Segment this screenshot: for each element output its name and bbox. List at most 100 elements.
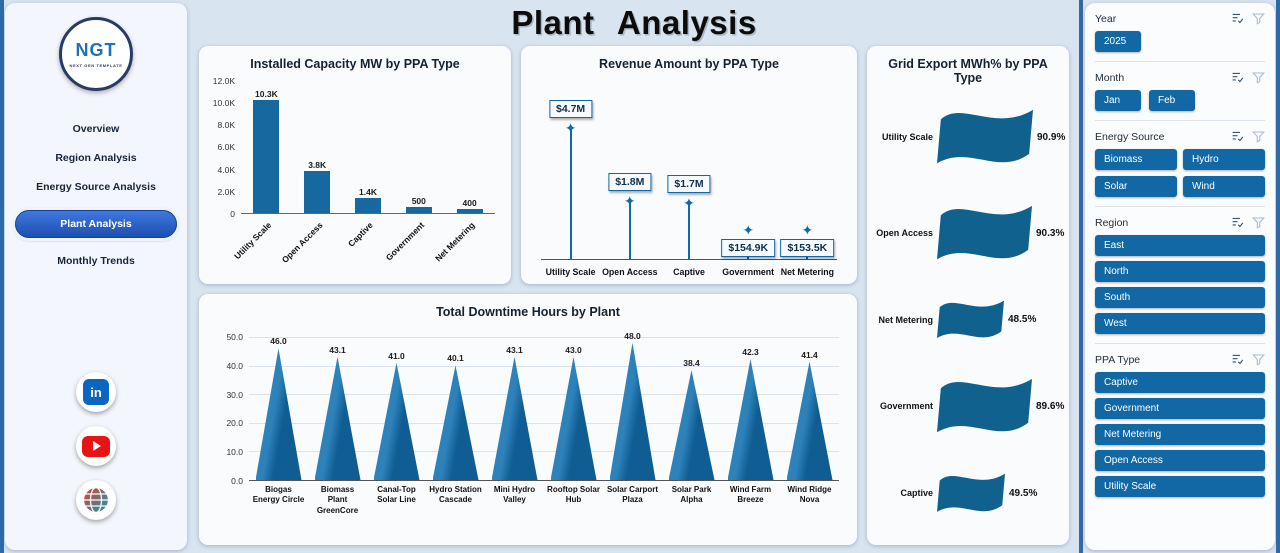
filter-option-hydro[interactable]: Hydro xyxy=(1183,149,1265,170)
clear-selections-icon[interactable] xyxy=(1231,216,1244,229)
x-tick-label: Solar Park Alpha xyxy=(671,485,712,505)
bar-government[interactable] xyxy=(405,207,432,213)
clear-selections-icon[interactable] xyxy=(1231,12,1244,25)
triangle-slot: 46.0 xyxy=(249,336,308,480)
filter-option-open-access[interactable]: Open Access xyxy=(1095,450,1265,471)
filter-option-captive[interactable]: Captive xyxy=(1095,372,1265,393)
filter-option-biomass[interactable]: Biomass xyxy=(1095,149,1177,170)
star-marker-icon: ✦ xyxy=(683,194,695,211)
triangle-solar-park-alpha[interactable] xyxy=(668,370,715,480)
clear-selections-icon[interactable] xyxy=(1231,353,1244,366)
flag-captive[interactable] xyxy=(937,471,1005,516)
filter-option-south[interactable]: South xyxy=(1095,287,1265,308)
revenue-card: Revenue Amount by PPA Type ✦ $4.7M ✦ $1.8M ✦… xyxy=(521,45,857,284)
x-tick-label: Hydro Station Cascade xyxy=(429,485,482,505)
pin-open-access[interactable]: ✦ $1.8M xyxy=(600,95,659,259)
filter-icon[interactable] xyxy=(1252,216,1265,229)
left-edge-strip xyxy=(0,0,4,553)
triangle-biogas-energy-circle[interactable] xyxy=(255,348,302,480)
chart-title: Total Downtime Hours by Plant xyxy=(436,304,620,319)
grid-export-card: Grid Export MWh% by PPA Type Utility Sca… xyxy=(867,45,1069,545)
bar-utility-scale[interactable] xyxy=(253,99,280,213)
x-tick-label: Government xyxy=(722,266,775,277)
sidebar-item-overview[interactable]: Overview xyxy=(72,123,120,135)
y-axis-labels: 50.0 40.0 30.0 20.0 10.0 0.0 xyxy=(213,332,247,486)
pin-government[interactable]: ✦ $154.9K xyxy=(719,95,778,259)
triangle-rooftop-solar-hub[interactable] xyxy=(550,356,597,480)
flag-net-metering[interactable] xyxy=(937,298,1004,342)
filter-option-2025[interactable]: 2025 xyxy=(1095,31,1141,52)
y-tick-label: 10.0 xyxy=(226,447,243,458)
bar-value-label: 10.3K xyxy=(255,88,278,99)
bar-open-access[interactable] xyxy=(304,171,331,213)
page-title: Plant Analysis xyxy=(511,4,757,41)
triangle-value-label: 43.1 xyxy=(506,344,523,355)
triangle-value-label: 42.3 xyxy=(742,346,759,357)
triangle-canal-top-solar-line[interactable] xyxy=(373,362,420,480)
pin-value-label: $153.5K xyxy=(780,238,835,257)
pin-utility-scale[interactable]: ✦ $4.7M xyxy=(541,95,600,259)
pin-value-label: $4.7M xyxy=(549,99,593,118)
pin-value-label: $154.9K xyxy=(721,238,776,257)
filter-icon[interactable] xyxy=(1252,130,1265,143)
section-divider xyxy=(1095,120,1265,121)
flag-row: Open Access 90.3% xyxy=(875,202,1064,265)
linkedin-link[interactable]: in xyxy=(76,372,116,412)
pin-captive[interactable]: ✦ $1.7M xyxy=(659,95,718,259)
filter-option-feb[interactable]: Feb xyxy=(1149,90,1195,111)
filter-icon[interactable] xyxy=(1252,353,1265,366)
website-link[interactable] xyxy=(76,480,116,520)
x-tick-label: Captive xyxy=(673,266,705,277)
installed-capacity-card: Installed Capacity MW by PPA Type 12.0K 1… xyxy=(199,45,511,284)
flag-government[interactable] xyxy=(937,375,1032,438)
y-axis-labels: 12.0K 10.0K 8.0K 6.0K 4.0K 2.0K 0 xyxy=(207,76,239,219)
triangle-mini-hydro-valley[interactable] xyxy=(491,356,538,480)
triangle-hydro-station-cascade[interactable] xyxy=(432,365,479,480)
flag-open-access[interactable] xyxy=(937,202,1032,265)
filter-option-utility-scale[interactable]: Utility Scale xyxy=(1095,476,1265,497)
filter-option-net-metering[interactable]: Net Metering xyxy=(1095,424,1265,445)
filter-icon[interactable] xyxy=(1252,12,1265,25)
filter-section-year: Year 2025 xyxy=(1095,9,1265,60)
star-marker-icon: ✦ xyxy=(564,119,577,136)
sidebar-item-monthly-trends[interactable]: Monthly Trends xyxy=(57,255,135,267)
triangle-solar-carport-plaza[interactable] xyxy=(609,342,656,480)
filter-option-wind[interactable]: Wind xyxy=(1183,176,1265,197)
filter-option-west[interactable]: West xyxy=(1095,313,1265,334)
filter-option-east[interactable]: East xyxy=(1095,235,1265,256)
triangle-wind-ridge-nova[interactable] xyxy=(786,361,833,480)
sidebar-item-plant-analysis[interactable]: Plant Analysis xyxy=(15,210,177,238)
chart-title: Grid Export MWh% by PPA Type xyxy=(888,56,1048,85)
triangle-slot: 43.0 xyxy=(544,337,603,480)
filter-option-north[interactable]: North xyxy=(1095,261,1265,282)
triangle-wind-farm-breeze[interactable] xyxy=(727,358,774,480)
flag-percent-label: 89.6% xyxy=(1036,401,1065,413)
x-tick-label: Mini Hydro Valley xyxy=(493,485,536,505)
filter-section-month: Month Jan Feb xyxy=(1095,68,1265,119)
x-tick-label: Open Access xyxy=(602,266,658,277)
y-tick-label: 10.0K xyxy=(212,98,235,109)
sidebar: NGT NEXT GEN TEMPLATE Overview Region Ana… xyxy=(5,3,187,550)
bar-plot-area: 10.3K 3.8K 1.4K 500 400 xyxy=(241,81,495,214)
triangle-biomass-plant-greencore[interactable] xyxy=(314,356,361,480)
sidebar-item-region-analysis[interactable]: Region Analysis xyxy=(55,152,137,164)
x-tick-label: Utility Scale xyxy=(232,219,274,262)
pin-net-metering[interactable]: ✦ $153.5K xyxy=(778,95,837,259)
bar-slot: 500 xyxy=(394,81,444,213)
filter-icon[interactable] xyxy=(1252,71,1265,84)
section-divider xyxy=(1095,343,1265,344)
bar-slot: 1.4K xyxy=(343,81,393,213)
filter-header-icons xyxy=(1231,12,1265,25)
flag-utility-scale[interactable] xyxy=(937,106,1033,169)
bar-captive[interactable] xyxy=(354,197,381,213)
x-tick-label: Canal-Top Solar Line xyxy=(377,485,416,505)
sidebar-item-energy-source-analysis[interactable]: Energy Source Analysis xyxy=(36,181,156,193)
filter-option-jan[interactable]: Jan xyxy=(1095,90,1141,111)
clear-selections-icon[interactable] xyxy=(1231,130,1244,143)
filter-option-government[interactable]: Government xyxy=(1095,398,1265,419)
bar-net-metering[interactable] xyxy=(456,208,483,213)
flag-category-label: Captive xyxy=(900,488,933,499)
filter-option-solar[interactable]: Solar xyxy=(1095,176,1177,197)
youtube-link[interactable] xyxy=(76,426,116,466)
clear-selections-icon[interactable] xyxy=(1231,71,1244,84)
